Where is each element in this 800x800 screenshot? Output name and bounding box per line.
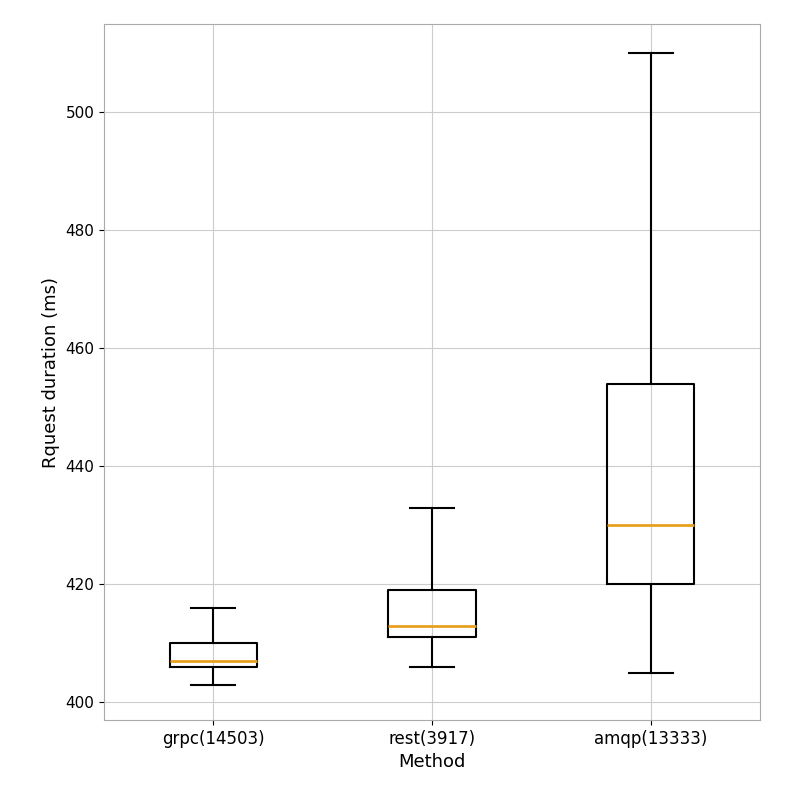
X-axis label: Method: Method bbox=[398, 754, 466, 771]
Y-axis label: Rquest duration (ms): Rquest duration (ms) bbox=[42, 277, 60, 467]
